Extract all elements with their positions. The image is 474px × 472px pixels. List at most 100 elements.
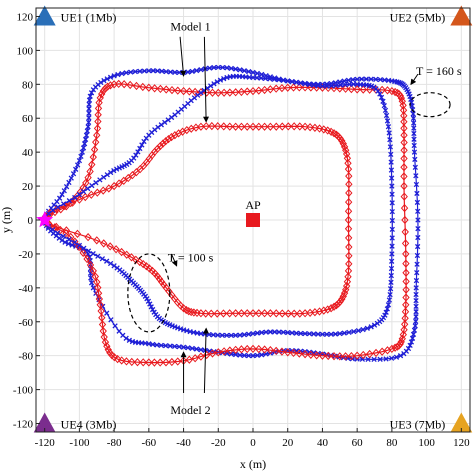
x-marker	[411, 142, 417, 149]
x-marker	[193, 67, 200, 74]
x-marker	[163, 68, 169, 75]
x-marker	[246, 353, 252, 359]
x-marker	[254, 330, 260, 336]
diamond-marker	[344, 272, 352, 281]
diamond-marker	[100, 239, 108, 248]
diamond-marker	[295, 349, 303, 358]
ue-label: UE1 (1Mb)	[61, 10, 117, 24]
diamond-marker	[220, 347, 228, 356]
diamond-marker	[243, 344, 251, 354]
arrow-model-1-a	[179, 36, 187, 77]
diamond-marker	[89, 152, 97, 162]
diamond-marker	[318, 351, 327, 360]
diamond-marker	[388, 344, 396, 354]
x-marker	[385, 124, 392, 130]
x-marker	[389, 200, 395, 206]
diamond-marker	[344, 224, 353, 233]
x-marker	[355, 328, 362, 334]
x-marker	[78, 153, 84, 160]
y-tick-label: -80	[18, 351, 33, 363]
x-marker	[114, 166, 120, 172]
diamond-marker	[97, 306, 105, 316]
x-marker	[158, 122, 164, 128]
x-marker	[413, 173, 419, 179]
x-marker	[115, 71, 121, 78]
x-marker	[65, 241, 72, 247]
diamond-marker	[336, 352, 344, 361]
x-marker	[176, 344, 182, 350]
x-marker	[413, 314, 419, 320]
diamond-marker	[400, 203, 409, 213]
diamond-marker	[260, 309, 269, 318]
x-marker	[387, 144, 394, 150]
x-marker	[76, 157, 83, 164]
x-marker	[298, 330, 304, 337]
highlight-ellipse-t160	[409, 92, 451, 118]
x-marker	[95, 253, 101, 259]
x-marker	[88, 90, 95, 96]
diamond-marker	[340, 289, 349, 298]
x-marker	[98, 79, 104, 86]
x-marker	[129, 338, 136, 345]
x-marker	[388, 151, 394, 158]
diamond-marker	[278, 347, 286, 356]
diamond-marker	[91, 272, 100, 281]
x-marker	[285, 78, 291, 84]
x-marker	[219, 64, 226, 71]
x-marker	[86, 97, 93, 103]
series-1	[42, 64, 421, 363]
x-marker	[76, 191, 83, 198]
x-marker	[298, 80, 304, 86]
x-marker	[84, 128, 90, 134]
diamond-marker	[93, 131, 101, 140]
annotation-model-1: Model 1	[170, 20, 210, 34]
x-axis-label: x (m)	[240, 457, 266, 471]
x-marker	[346, 81, 353, 87]
diamond-marker	[101, 337, 110, 347]
diamond-marker	[330, 352, 338, 361]
x-marker	[328, 331, 334, 337]
x-marker	[133, 152, 139, 158]
diamond-marker	[88, 160, 96, 169]
x-marker	[337, 330, 343, 337]
x-marker	[180, 344, 187, 350]
x-marker	[228, 351, 234, 357]
diamond-marker	[99, 326, 107, 336]
x-tick-label: 20	[282, 437, 294, 449]
x-marker	[83, 132, 90, 138]
diamond-marker	[120, 80, 128, 89]
diamond-marker	[301, 122, 309, 131]
axes: -120 -100 -80 -60 -40 -20 0 20 40 60 80 100 120 -120 -…	[0, 7, 471, 471]
x-marker	[111, 73, 117, 79]
x-marker	[232, 332, 239, 338]
diamond-marker	[92, 138, 100, 147]
diamond-marker	[289, 348, 298, 358]
x-marker	[61, 188, 67, 194]
diamond-marker	[243, 309, 251, 318]
diamond-marker	[320, 306, 328, 315]
x-marker	[146, 68, 152, 74]
y-tick-label: 0	[28, 215, 34, 227]
ue-triangle-icon	[33, 5, 56, 26]
x-marker	[50, 207, 56, 213]
x-tick-label: 120	[453, 437, 470, 449]
x-marker	[382, 312, 388, 318]
diamond-marker	[197, 122, 205, 131]
start-point-star	[36, 211, 54, 228]
x-marker	[55, 230, 61, 236]
diamond-marker	[290, 122, 298, 131]
x-marker	[99, 256, 106, 262]
y-tick-label: 80	[22, 79, 34, 91]
x-marker	[346, 329, 352, 336]
x-marker	[198, 347, 204, 353]
diamond-marker	[145, 358, 153, 367]
x-marker	[56, 195, 63, 201]
x-marker	[408, 339, 415, 345]
x-marker	[389, 183, 395, 189]
diamond-marker	[243, 122, 251, 131]
diamond-marker	[52, 222, 60, 232]
diamond-marker	[62, 226, 71, 235]
diamond-marker	[124, 173, 132, 183]
y-tick-label: -20	[18, 249, 33, 261]
diamond-marker	[340, 142, 349, 151]
